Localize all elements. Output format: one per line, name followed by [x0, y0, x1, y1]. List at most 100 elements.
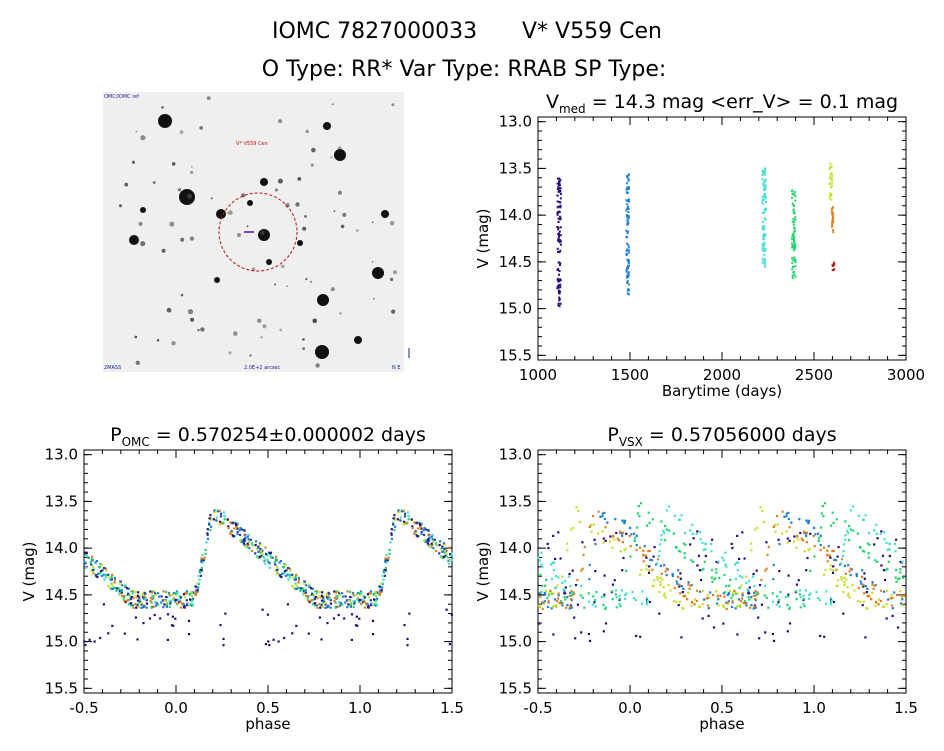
data-point	[762, 171, 765, 174]
data-point	[404, 512, 407, 515]
data-point	[324, 603, 327, 606]
data-point	[227, 525, 230, 528]
data-point	[172, 624, 175, 627]
data-point	[143, 591, 146, 594]
data-point	[792, 223, 795, 226]
data-point	[336, 605, 339, 608]
data-point	[830, 172, 833, 174]
data-point	[89, 561, 92, 564]
data-point	[729, 578, 732, 581]
data-point	[333, 590, 336, 593]
data-point	[539, 573, 542, 576]
data-point	[760, 578, 763, 582]
data-point	[757, 593, 760, 596]
data-point	[567, 575, 571, 578]
data-point	[619, 550, 622, 553]
data-point	[265, 553, 268, 556]
data-point	[681, 591, 684, 594]
data-point	[562, 588, 565, 591]
data-point	[777, 538, 780, 541]
data-point	[91, 555, 94, 558]
data-point	[169, 602, 172, 605]
data-point	[559, 234, 562, 237]
data-point	[792, 265, 795, 268]
data-point	[655, 562, 659, 565]
data-point	[121, 584, 124, 587]
data-point	[785, 512, 788, 515]
data-point	[626, 232, 629, 235]
data-point	[174, 600, 177, 603]
data-point	[895, 568, 898, 572]
data-point	[390, 528, 393, 531]
data-point	[206, 528, 209, 531]
data-point	[568, 572, 571, 576]
data-point	[754, 594, 758, 597]
data-point	[558, 230, 561, 233]
data-point	[802, 594, 805, 597]
data-point	[557, 205, 560, 208]
star	[129, 235, 139, 245]
data-point	[227, 527, 230, 530]
data-point	[822, 573, 826, 576]
data-point	[553, 561, 556, 564]
data-point	[662, 586, 665, 589]
star	[237, 233, 241, 237]
data-point	[626, 223, 629, 226]
data-point	[318, 590, 321, 593]
data-point	[139, 600, 142, 603]
data-point	[792, 217, 795, 220]
star	[216, 209, 226, 219]
data-point	[763, 233, 765, 236]
data-point	[233, 527, 236, 530]
data-point	[808, 594, 811, 597]
data-point	[645, 564, 648, 567]
data-point	[715, 571, 718, 574]
data-point	[831, 217, 834, 220]
data-point	[627, 264, 630, 267]
data-point	[445, 555, 449, 558]
data-point	[772, 563, 775, 567]
data-point	[609, 540, 612, 543]
data-point	[559, 283, 562, 286]
star	[228, 210, 233, 215]
data-point	[291, 576, 294, 579]
data-point	[324, 601, 327, 605]
data-point	[264, 546, 267, 549]
data-point	[664, 539, 667, 542]
data-point	[223, 511, 226, 514]
data-point	[313, 593, 316, 596]
data-point	[538, 606, 541, 609]
panel-phase-omc: -0.5 0.0 0.5 1.0 1.513.013.514.014.515.015.5…	[20, 424, 464, 733]
data-point	[310, 587, 313, 590]
data-point	[793, 237, 796, 240]
data-point	[883, 605, 886, 608]
data-point	[132, 597, 135, 600]
data-point	[154, 594, 157, 597]
data-point	[189, 603, 192, 606]
data-point	[124, 585, 127, 588]
data-point	[866, 542, 869, 545]
data-point	[558, 182, 561, 185]
data-point	[413, 521, 416, 524]
data-point	[695, 532, 698, 536]
data-point	[165, 604, 169, 607]
data-point	[700, 578, 703, 582]
data-point	[255, 540, 258, 543]
data-point	[450, 613, 453, 616]
data-point	[557, 238, 560, 241]
data-point	[84, 562, 87, 565]
data-point	[441, 546, 444, 549]
data-point	[111, 573, 114, 576]
data-point	[794, 244, 797, 247]
star	[190, 170, 194, 174]
data-point	[150, 601, 153, 604]
data-point	[885, 603, 888, 606]
data-point	[599, 515, 602, 518]
data-point	[558, 241, 561, 244]
data-point	[434, 542, 437, 545]
data-point	[761, 195, 764, 198]
data-point	[539, 595, 542, 598]
star	[214, 277, 220, 283]
data-point	[195, 591, 198, 594]
data-point	[885, 589, 888, 593]
